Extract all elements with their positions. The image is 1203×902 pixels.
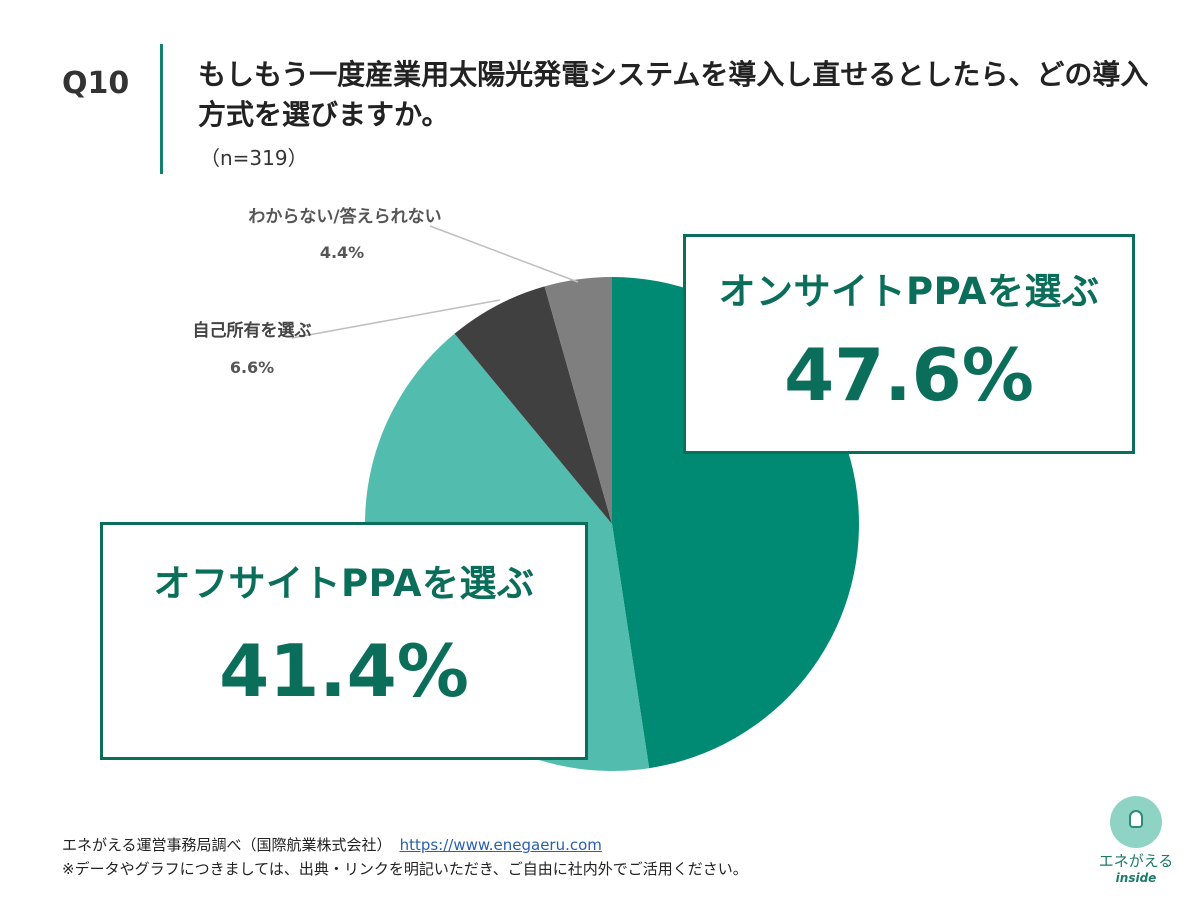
question-label: Q10 — [62, 66, 130, 101]
logo-brand: エネがえる — [1098, 852, 1174, 870]
footer-source-text: エネがえる運営事務局調べ（国際航業株式会社） — [62, 836, 392, 854]
label-unknown: わからない/答えられない — [248, 207, 442, 227]
footer-source: エネがえる運営事務局調べ（国際航業株式会社） https://www.enegae… — [62, 834, 602, 855]
footer-source-link[interactable]: https://www.enegaeru.com — [399, 836, 602, 854]
callout-offsite-label: オフサイトPPAを選ぶ — [153, 562, 535, 605]
callout-onsite-label: オンサイトPPAを選ぶ — [718, 270, 1100, 313]
value-unknown: 4.4% — [319, 243, 365, 262]
callout-offsite-value: 41.4% — [219, 629, 469, 713]
question-divider — [160, 44, 163, 174]
callout-onsite-value: 47.6% — [784, 333, 1034, 417]
slice-unknown — [544, 277, 612, 524]
question-text: もしもう一度産業用太陽光発電システムを導入し直せるとしたら、どの導入方式を選びま… — [198, 58, 1149, 131]
lightbulb-icon — [1110, 796, 1162, 848]
callout-onsite: オンサイトPPAを選ぶ 47.6% — [683, 234, 1135, 454]
leader-line-unknown — [429, 225, 579, 283]
sample-size: （n=319） — [200, 146, 308, 170]
value-self-owned: 6.6% — [229, 358, 275, 377]
enegaeru-logo: エネがえる inside — [1088, 796, 1184, 888]
label-self-owned: 自己所有を選ぶ — [192, 321, 312, 341]
leader-line-self-owned — [291, 299, 501, 339]
footer-note: ※データやグラフにつきましては、出典・リンクを明記いただき、ご自由に社内外でご活… — [62, 860, 748, 878]
logo-sub: inside — [1115, 871, 1157, 885]
slice-self-owned — [454, 286, 612, 524]
callout-offsite: オフサイトPPAを選ぶ 41.4% — [100, 522, 588, 760]
